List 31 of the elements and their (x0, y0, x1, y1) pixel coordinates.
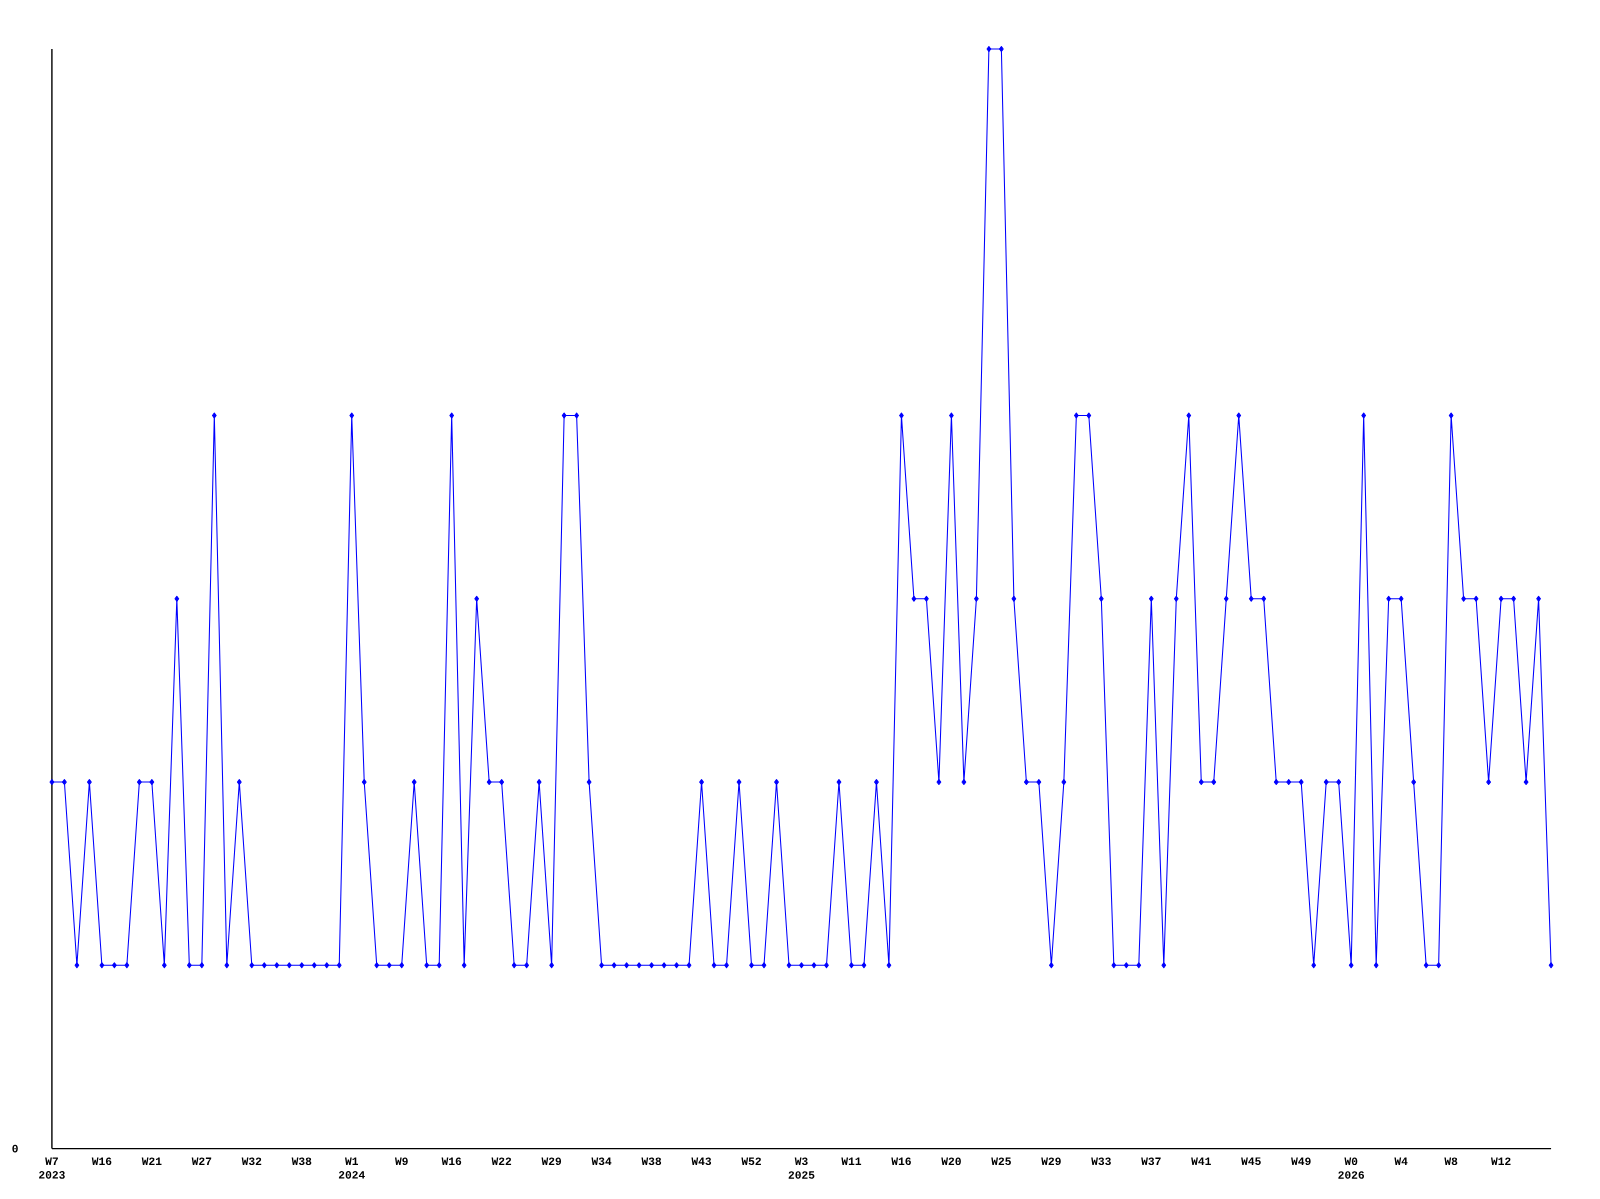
x-tick-label: W22 (491, 1157, 512, 1166)
x-tick-label: W12 (1490, 1157, 1511, 1166)
x-tick-label: W16 (441, 1157, 462, 1166)
x-tick-label: W41 (1191, 1157, 1211, 1166)
x-tick-label: W0 2026 (1338, 1157, 1365, 1180)
x-tick-label: W16 (91, 1157, 112, 1166)
x-tick-label: W8 (1444, 1157, 1458, 1166)
x-tick-label: W49 (1291, 1157, 1311, 1166)
x-tick-label: W29 (1041, 1157, 1061, 1166)
x-tick-label: W38 (641, 1157, 662, 1166)
x-tick-label: W25 (991, 1157, 1011, 1166)
text: 0 (12, 1145, 18, 1153)
x-tick-label: W11 (841, 1157, 862, 1166)
x-tick-label: W45 (1241, 1157, 1261, 1166)
x-tick-label: W1 2024 (338, 1157, 365, 1179)
x-tick-label: W34 (591, 1157, 612, 1166)
x-tick-label: W9 (394, 1157, 408, 1166)
x-tick-label: W4 (1394, 1157, 1408, 1166)
x-tick-label: W3 2025 (788, 1157, 815, 1180)
x-tick-label: W33 (1091, 1157, 1111, 1166)
x-tick-label: W29 (541, 1157, 562, 1166)
x-tick-label: W38 (291, 1157, 312, 1166)
x-tick-label: W27 (191, 1157, 212, 1166)
x-tick-label: W52 (741, 1157, 761, 1166)
x-tick-label: W16 (891, 1157, 911, 1166)
x-tick-label: W7 2023 (39, 1157, 65, 1179)
x-tick-label: W43 (691, 1157, 712, 1166)
x-tick-label: W20 (941, 1157, 961, 1166)
x-tick-label: W37 (1141, 1157, 1161, 1166)
x-tick-label: W21 (141, 1157, 162, 1166)
x-tick-label: W32 (241, 1157, 262, 1166)
